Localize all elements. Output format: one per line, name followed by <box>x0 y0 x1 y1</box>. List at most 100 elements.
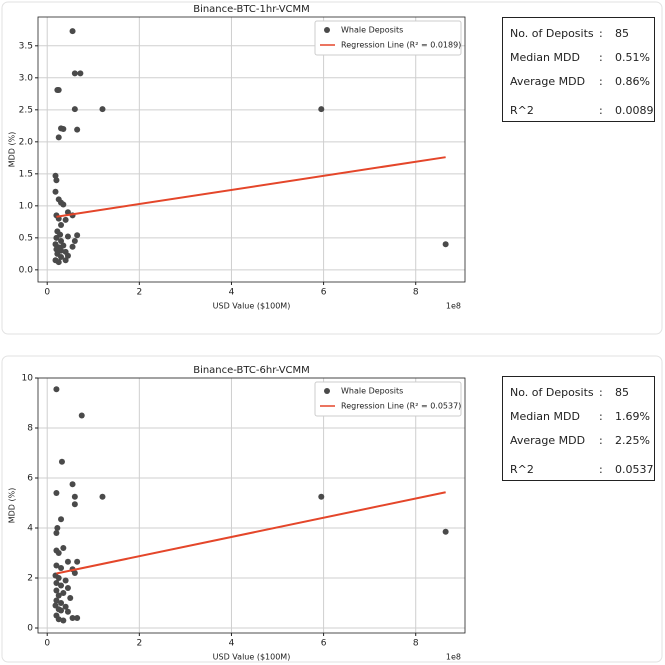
data-point <box>58 254 65 261</box>
data-point <box>58 582 65 589</box>
data-point <box>71 501 78 508</box>
stat-label: No. of Deposits <box>510 386 594 399</box>
separator: : <box>599 75 603 88</box>
data-point <box>64 585 71 591</box>
regression-line <box>56 491 446 575</box>
data-point <box>64 233 71 240</box>
panel <box>1 1 663 335</box>
separator: : <box>599 410 603 423</box>
x-tick-label: 6 <box>321 288 327 298</box>
data-point <box>58 238 65 245</box>
data-point <box>60 201 67 208</box>
legend-label: Regression Line (R² = 0.0189) <box>341 41 461 50</box>
data-point <box>318 493 325 500</box>
x-tick-label: 2 <box>136 639 142 649</box>
data-point <box>55 592 62 599</box>
plot-frame <box>37 16 466 283</box>
separator: : <box>599 51 603 64</box>
data-point <box>62 257 69 264</box>
y-tick-label: 1.0 <box>19 201 34 211</box>
data-point <box>99 106 106 113</box>
y-tick-label: 6 <box>27 474 33 484</box>
y-axis-label: MDD (%) <box>8 132 17 168</box>
y-tick-label: 1.5 <box>19 169 33 179</box>
data-point <box>53 597 60 604</box>
stat-value: 2.25% <box>615 434 650 447</box>
x-tick-label: 2 <box>136 288 142 298</box>
data-point <box>71 70 78 77</box>
x-offset-label: 1e8 <box>446 653 461 662</box>
data-point <box>74 232 81 239</box>
data-point <box>55 616 62 623</box>
data-point <box>71 493 78 500</box>
data-point <box>58 458 65 465</box>
stat-label: Average MDD <box>510 75 586 88</box>
data-point <box>78 412 85 419</box>
stat-label: Median MDD <box>510 410 580 423</box>
stat-value: 85 <box>615 27 629 40</box>
data-point <box>442 528 449 535</box>
stat-label: R^2 <box>510 463 534 476</box>
legend-label: Whale Deposits <box>341 26 403 35</box>
data-point <box>52 172 59 179</box>
data-point <box>318 106 325 113</box>
data-point <box>55 259 62 266</box>
separator: : <box>599 104 603 117</box>
data-point <box>69 243 76 250</box>
y-tick-label: 10 <box>22 374 34 384</box>
data-point <box>64 608 71 615</box>
chart-title: Binance-BTC-1hr-VCMM <box>193 4 310 15</box>
stat-value: 1.69% <box>615 410 650 423</box>
data-point <box>53 580 60 586</box>
data-point <box>74 615 81 621</box>
data-point <box>60 242 67 249</box>
data-point <box>74 558 81 565</box>
chart-title: Binance-BTC-6hr-VCMM <box>193 365 310 376</box>
y-tick-label: 0.0 <box>19 265 34 275</box>
stat-value: 0.51% <box>615 51 650 64</box>
data-point <box>53 234 60 241</box>
data-point <box>53 490 60 496</box>
data-point <box>60 545 67 551</box>
data-point <box>54 525 61 531</box>
data-point <box>69 481 76 488</box>
data-point <box>58 565 65 571</box>
y-tick-label: 4 <box>27 524 33 534</box>
data-point <box>53 530 60 536</box>
stat-value: 85 <box>615 386 629 399</box>
x-tick-label: 0 <box>44 288 50 298</box>
y-tick-label: 0 <box>27 624 33 634</box>
separator: : <box>599 27 603 40</box>
data-point <box>99 493 106 500</box>
data-point <box>64 252 71 259</box>
data-point <box>53 587 60 594</box>
legend-label: Whale Deposits <box>341 387 403 396</box>
data-point <box>58 600 65 606</box>
x-offset-label: 1e8 <box>446 302 461 311</box>
legend-swatch <box>324 27 330 33</box>
data-point <box>62 216 69 223</box>
y-tick-label: 2 <box>27 574 33 584</box>
data-point <box>64 558 71 565</box>
panel <box>1 355 663 663</box>
data-point <box>69 28 76 35</box>
data-point <box>58 516 65 523</box>
data-point <box>58 607 65 614</box>
data-point <box>74 126 81 133</box>
data-point <box>55 86 62 93</box>
legend-label: Regression Line (R² = 0.0537) <box>341 402 461 411</box>
data-point <box>53 562 60 569</box>
legend-box <box>314 381 462 417</box>
x-tick-label: 8 <box>413 639 419 649</box>
stat-label: Average MDD <box>510 434 586 447</box>
separator: : <box>599 434 603 447</box>
data-point <box>442 241 449 248</box>
stat-label: R^2 <box>510 104 534 117</box>
data-point <box>53 386 60 393</box>
data-point <box>60 617 67 624</box>
data-point <box>69 615 76 621</box>
data-point <box>52 188 59 195</box>
data-point <box>71 238 78 245</box>
